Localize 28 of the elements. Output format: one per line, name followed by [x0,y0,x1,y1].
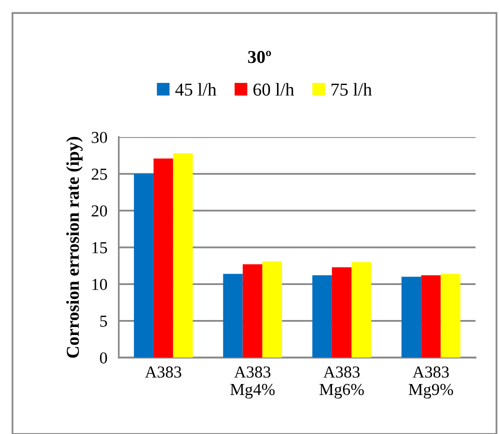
bar [352,262,372,358]
y-tick-label: 20 [92,205,108,217]
chart-title: 30º [248,50,271,64]
y-tick-label: 15 [92,242,107,254]
x-tick-label: A383 Mg9% [408,366,454,399]
y-tick-label: 5 [100,316,107,327]
bar [242,264,262,358]
bar [332,267,352,358]
bar [173,153,193,358]
bar [421,275,441,358]
y-axis-title: Corrosion errosion rate (ipy) [66,136,83,358]
x-tick-label: A383 Mg4% [230,366,275,399]
bar [223,274,243,358]
y-tick-label: 10 [92,278,108,290]
bar [402,276,422,358]
bar [312,275,332,358]
bar [262,261,282,358]
bar [134,174,154,358]
bar [440,274,460,358]
x-tick-label: A383 Mg6% [320,366,364,399]
legend-label: 60 l/h [253,83,294,96]
legend-label: 75 l/h [332,83,372,96]
y-tick-label: 30 [92,132,108,144]
x-tick-label: A383 [145,366,182,378]
legend-label: 45 l/h [175,83,216,96]
y-tick-label: 25 [92,168,107,180]
y-tick-label: 0 [100,352,108,364]
bar [154,158,174,358]
